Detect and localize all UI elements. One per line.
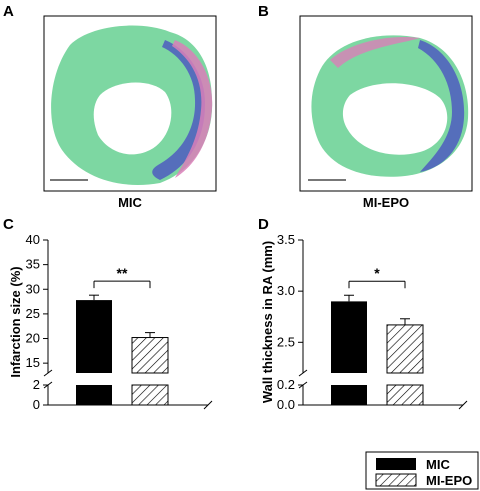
legend-label-mic: MIC: [426, 457, 450, 472]
cavity-mic: [93, 82, 172, 155]
caption-mi-epo: MI-EPO: [363, 195, 409, 210]
significance-marker: *: [374, 265, 380, 281]
bar-mic: [76, 300, 112, 373]
panel-label-b: B: [258, 3, 269, 20]
y-tick-label: 2: [33, 377, 40, 392]
collagen-band-mi-epo: [330, 36, 420, 68]
bar-mi-epo: [131, 337, 169, 374]
y-tick-label: 35: [26, 257, 40, 272]
bar-base-mi-epo: [386, 384, 424, 406]
y-tick-label: 2.5: [277, 334, 295, 349]
y-tick-label: 20: [26, 331, 40, 346]
bar-base-mic: [76, 385, 112, 405]
bar-mic: [331, 301, 367, 373]
y-tick-label: 0: [33, 397, 40, 412]
y-tick-label: 3.0: [277, 283, 295, 298]
bar-base-mic: [331, 385, 367, 405]
fibrosis-band-mi-epo: [418, 40, 465, 172]
histology-image-mi-epo: [299, 15, 473, 192]
y-tick-label: 3.5: [277, 232, 295, 247]
chart-infarction-size: Infarction size (%) 15 20 25 30 35 40 0 2 **: [8, 232, 213, 412]
bar-mi-epo: [386, 324, 424, 374]
legend-swatch-mic: [376, 458, 416, 470]
panel-label-c: C: [3, 216, 14, 233]
y-tick-label: 40: [26, 232, 40, 247]
y-tick-label: 0.2: [277, 377, 295, 392]
axis-break-mark: [43, 369, 53, 377]
legend: MIC MI-EPO: [365, 451, 479, 490]
legend-label-mi-epo: MI-EPO: [426, 473, 472, 488]
panel-label-a: A: [3, 3, 14, 20]
fibrosis-band-mic: [152, 40, 206, 180]
x-axis-break-mark: [203, 400, 213, 410]
y-axis-label-wall-thickness: Wall thickness in RA (mm): [260, 241, 275, 403]
y-axis-label-infarction: Infarction size (%): [8, 266, 23, 377]
y-tick-label: 15: [26, 355, 40, 370]
chart-wall-thickness: Wall thickness in RA (mm) 2.5 3.0 3.5 0.0 0.…: [260, 232, 468, 412]
collagen-band-mic: [172, 40, 213, 178]
cavity-mi-epo: [342, 83, 448, 155]
legend-swatch-mi-epo: [375, 473, 417, 487]
significance-marker: **: [117, 265, 128, 281]
caption-mic: MIC: [118, 195, 142, 210]
axis-break-mark: [298, 369, 308, 377]
bar-base-mi-epo: [131, 384, 169, 406]
panel-label-d: D: [258, 216, 269, 233]
y-tick-label: 25: [26, 306, 40, 321]
y-tick-label: 30: [26, 281, 40, 296]
y-tick-label: 0.0: [277, 397, 295, 412]
histology-image-mic: [43, 15, 217, 192]
x-axis-break-mark: [458, 400, 468, 410]
